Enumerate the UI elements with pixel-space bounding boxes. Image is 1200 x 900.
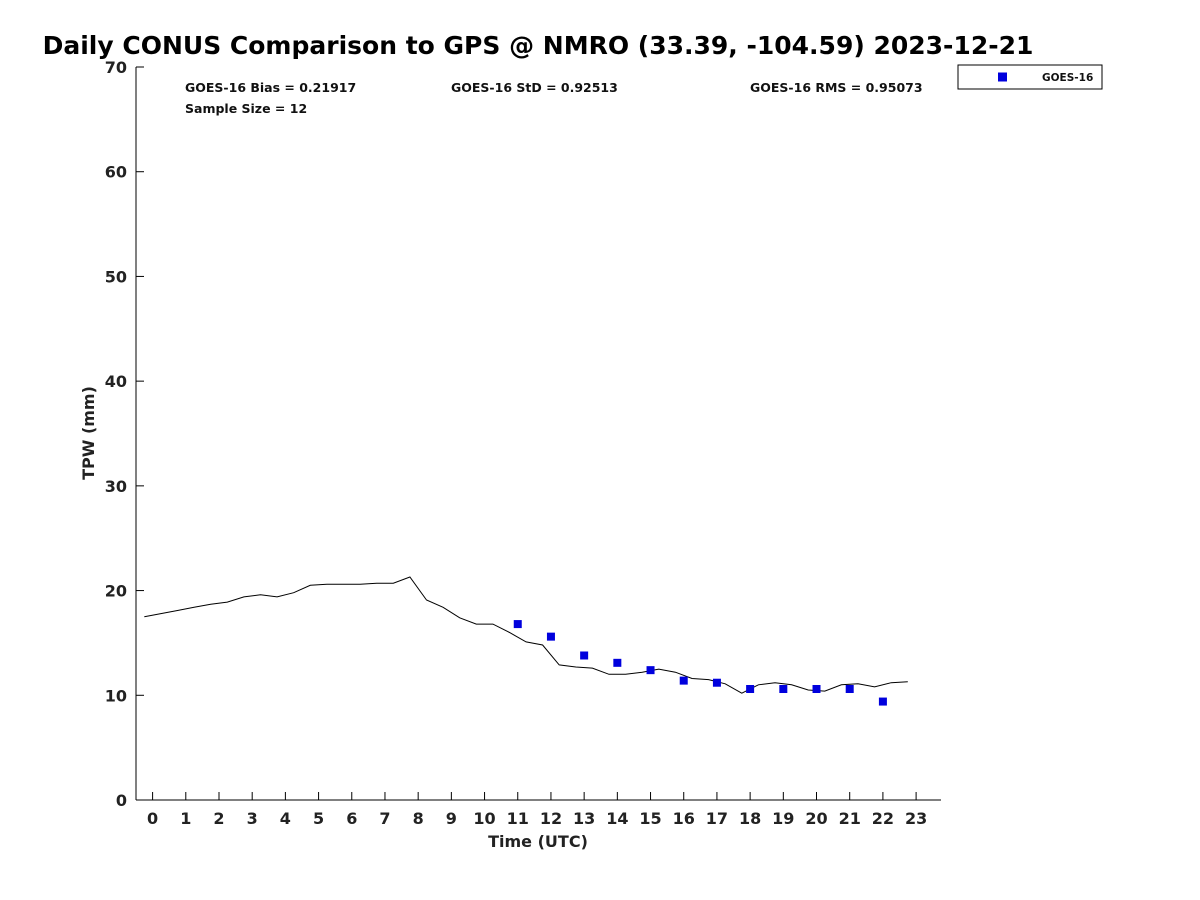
x-tick-label: 0 (147, 809, 158, 828)
x-tick-label: 19 (772, 809, 794, 828)
y-tick-label: 20 (105, 582, 127, 601)
x-axis-label: Time (UTC) (488, 832, 588, 851)
x-tick-label: 16 (673, 809, 695, 828)
goes16-point (712, 678, 721, 687)
x-tick-label: 21 (839, 809, 861, 828)
plot-area (144, 576, 908, 706)
x-tick-label: 15 (639, 809, 661, 828)
x-tick-label: 13 (573, 809, 595, 828)
legend: GOES-16 (957, 64, 1103, 90)
goes16-point (513, 620, 522, 629)
sample-size-stat: Sample Size = 12 (185, 101, 307, 116)
x-tick-label: 4 (280, 809, 291, 828)
x-tick-label: 3 (247, 809, 258, 828)
x-tick-label: 2 (213, 809, 224, 828)
legend-marker-goes16 (998, 72, 1007, 82)
y-tick-label: 30 (105, 477, 127, 496)
y-tick-label: 10 (105, 686, 127, 705)
x-tick-label: 23 (905, 809, 927, 828)
std-stat: GOES-16 StD = 0.92513 (451, 80, 618, 95)
gps-line (144, 576, 908, 694)
x-tick-label: 7 (379, 809, 390, 828)
y-tick-label: 0 (116, 791, 127, 810)
x-tick-label: 20 (805, 809, 827, 828)
y-tick-label: 40 (105, 372, 127, 391)
stats-panel: GOES-16 Bias = 0.21917 GOES-16 StD = 0.9… (185, 80, 923, 116)
x-tick-label: 18 (739, 809, 761, 828)
goes16-point (845, 685, 854, 694)
x-tick-label: 1 (180, 809, 191, 828)
bias-stat: GOES-16 Bias = 0.21917 (185, 80, 356, 95)
goes16-point (580, 651, 589, 660)
goes16-point (779, 685, 788, 694)
x-tick-label: 5 (313, 809, 324, 828)
x-tick-label: 10 (473, 809, 495, 828)
x-axis: 0 1 2 3 4 5 6 7 8 9 10 11 12 13 14 15 16 17 18 19 20 21 22 23 (136, 792, 941, 828)
goes16-point (812, 685, 821, 694)
y-tick-label: 60 (105, 163, 127, 182)
goes16-point (679, 676, 688, 685)
y-axis-label: TPW (mm) (79, 386, 98, 480)
x-tick-label: 6 (346, 809, 357, 828)
rms-stat: GOES-16 RMS = 0.95073 (750, 80, 923, 95)
goes16-point (613, 658, 622, 667)
x-tick-label: 9 (446, 809, 457, 828)
x-tick-label: 11 (507, 809, 529, 828)
x-tick-label: 12 (540, 809, 562, 828)
x-tick-label: 14 (606, 809, 628, 828)
y-tick-label: 50 (105, 267, 127, 286)
goes16-point (746, 685, 755, 694)
legend-label-goes16: GOES-16 (1042, 72, 1093, 84)
y-tick-label: 70 (105, 58, 127, 77)
chart-title: Daily CONUS Comparison to GPS @ NMRO (33… (43, 31, 1034, 60)
x-tick-label: 8 (413, 809, 424, 828)
legend-box (957, 64, 1103, 90)
x-tick-label: 17 (706, 809, 728, 828)
x-tick-label: 22 (872, 809, 894, 828)
y-axis: 0 10 20 30 40 50 60 70 (105, 58, 144, 810)
goes16-point (878, 697, 887, 706)
goes16-point (546, 632, 555, 641)
goes16-point (646, 666, 655, 675)
